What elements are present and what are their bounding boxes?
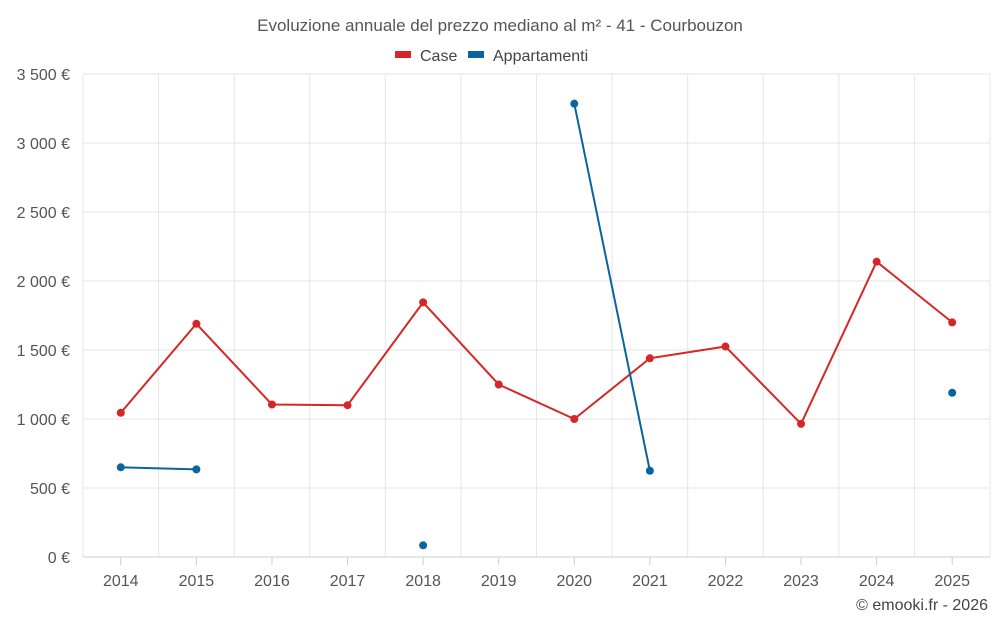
x-tick-label: 2019 — [481, 573, 517, 590]
data-point-appartamenti — [192, 465, 201, 474]
x-tick-label: 2023 — [783, 573, 819, 590]
data-point-case — [343, 401, 352, 410]
series-line-appartamenti — [573, 103, 651, 471]
x-tick-label: 2014 — [103, 573, 139, 590]
x-tick-label: 2024 — [859, 573, 895, 590]
legend-label: Case — [420, 48, 457, 65]
data-point-case — [419, 298, 428, 307]
legend: Case Appartamenti — [395, 48, 588, 65]
y-tick-label: 2 000 € — [17, 274, 70, 291]
grid — [82, 73, 991, 557]
y-axis: 0 € 500 € 1 000 € 1 500 € 2 000 € 2 500 € 3 00… — [17, 67, 70, 567]
y-tick-label: 1 000 € — [17, 412, 70, 429]
data-point-case — [872, 257, 881, 266]
legend-item-case[interactable]: Case — [395, 48, 457, 65]
legend-item-appartamenti[interactable]: Appartamenti — [468, 48, 588, 65]
legend-swatch — [468, 51, 484, 58]
data-point-case — [570, 415, 579, 423]
credit-text: © emooki.fr - 2026 — [856, 597, 988, 614]
x-tick-label: 2016 — [254, 573, 290, 590]
x-tick-label: 2017 — [330, 573, 366, 590]
data-point-case — [494, 380, 503, 389]
data-point-appartamenti — [419, 541, 428, 550]
chart-title: Evoluzione annuale del prezzo mediano al… — [257, 16, 743, 35]
data-point-appartamenti — [570, 99, 579, 108]
x-tick-label: 2022 — [708, 573, 744, 590]
series-line-appartamenti — [120, 466, 197, 471]
data-point-case — [797, 419, 806, 428]
y-tick-label: 0 € — [48, 550, 70, 567]
x-tick-label: 2021 — [632, 573, 668, 590]
y-tick-label: 3 000 € — [17, 136, 70, 153]
data-point-case — [192, 319, 201, 328]
y-tick-label: 3 500 € — [17, 67, 70, 84]
x-axis: 2014 2015 2016 2017 2018 2019 2020 2021 2022 2023… — [83, 556, 990, 590]
y-tick-label: 500 € — [30, 481, 70, 498]
data-point-appartamenti — [948, 388, 957, 397]
legend-swatch — [395, 51, 411, 58]
x-tick-label: 2025 — [934, 573, 970, 590]
data-point-appartamenti — [116, 463, 125, 472]
data-point-case — [721, 342, 730, 351]
series-layer — [116, 99, 957, 550]
series-case — [116, 257, 957, 428]
data-point-case — [116, 408, 125, 417]
x-tick-label: 2015 — [179, 573, 215, 590]
y-tick-label: 1 500 € — [17, 343, 70, 360]
data-point-case — [267, 400, 276, 409]
legend-label: Appartamenti — [493, 48, 588, 65]
series-line-case — [120, 260, 953, 425]
x-tick-label: 2018 — [405, 573, 441, 590]
series-appartamenti — [116, 99, 957, 550]
data-point-case — [645, 354, 654, 363]
y-tick-label: 2 500 € — [17, 205, 70, 222]
x-tick-label: 2020 — [556, 573, 592, 590]
data-point-case — [948, 318, 957, 327]
data-point-appartamenti — [645, 466, 654, 475]
